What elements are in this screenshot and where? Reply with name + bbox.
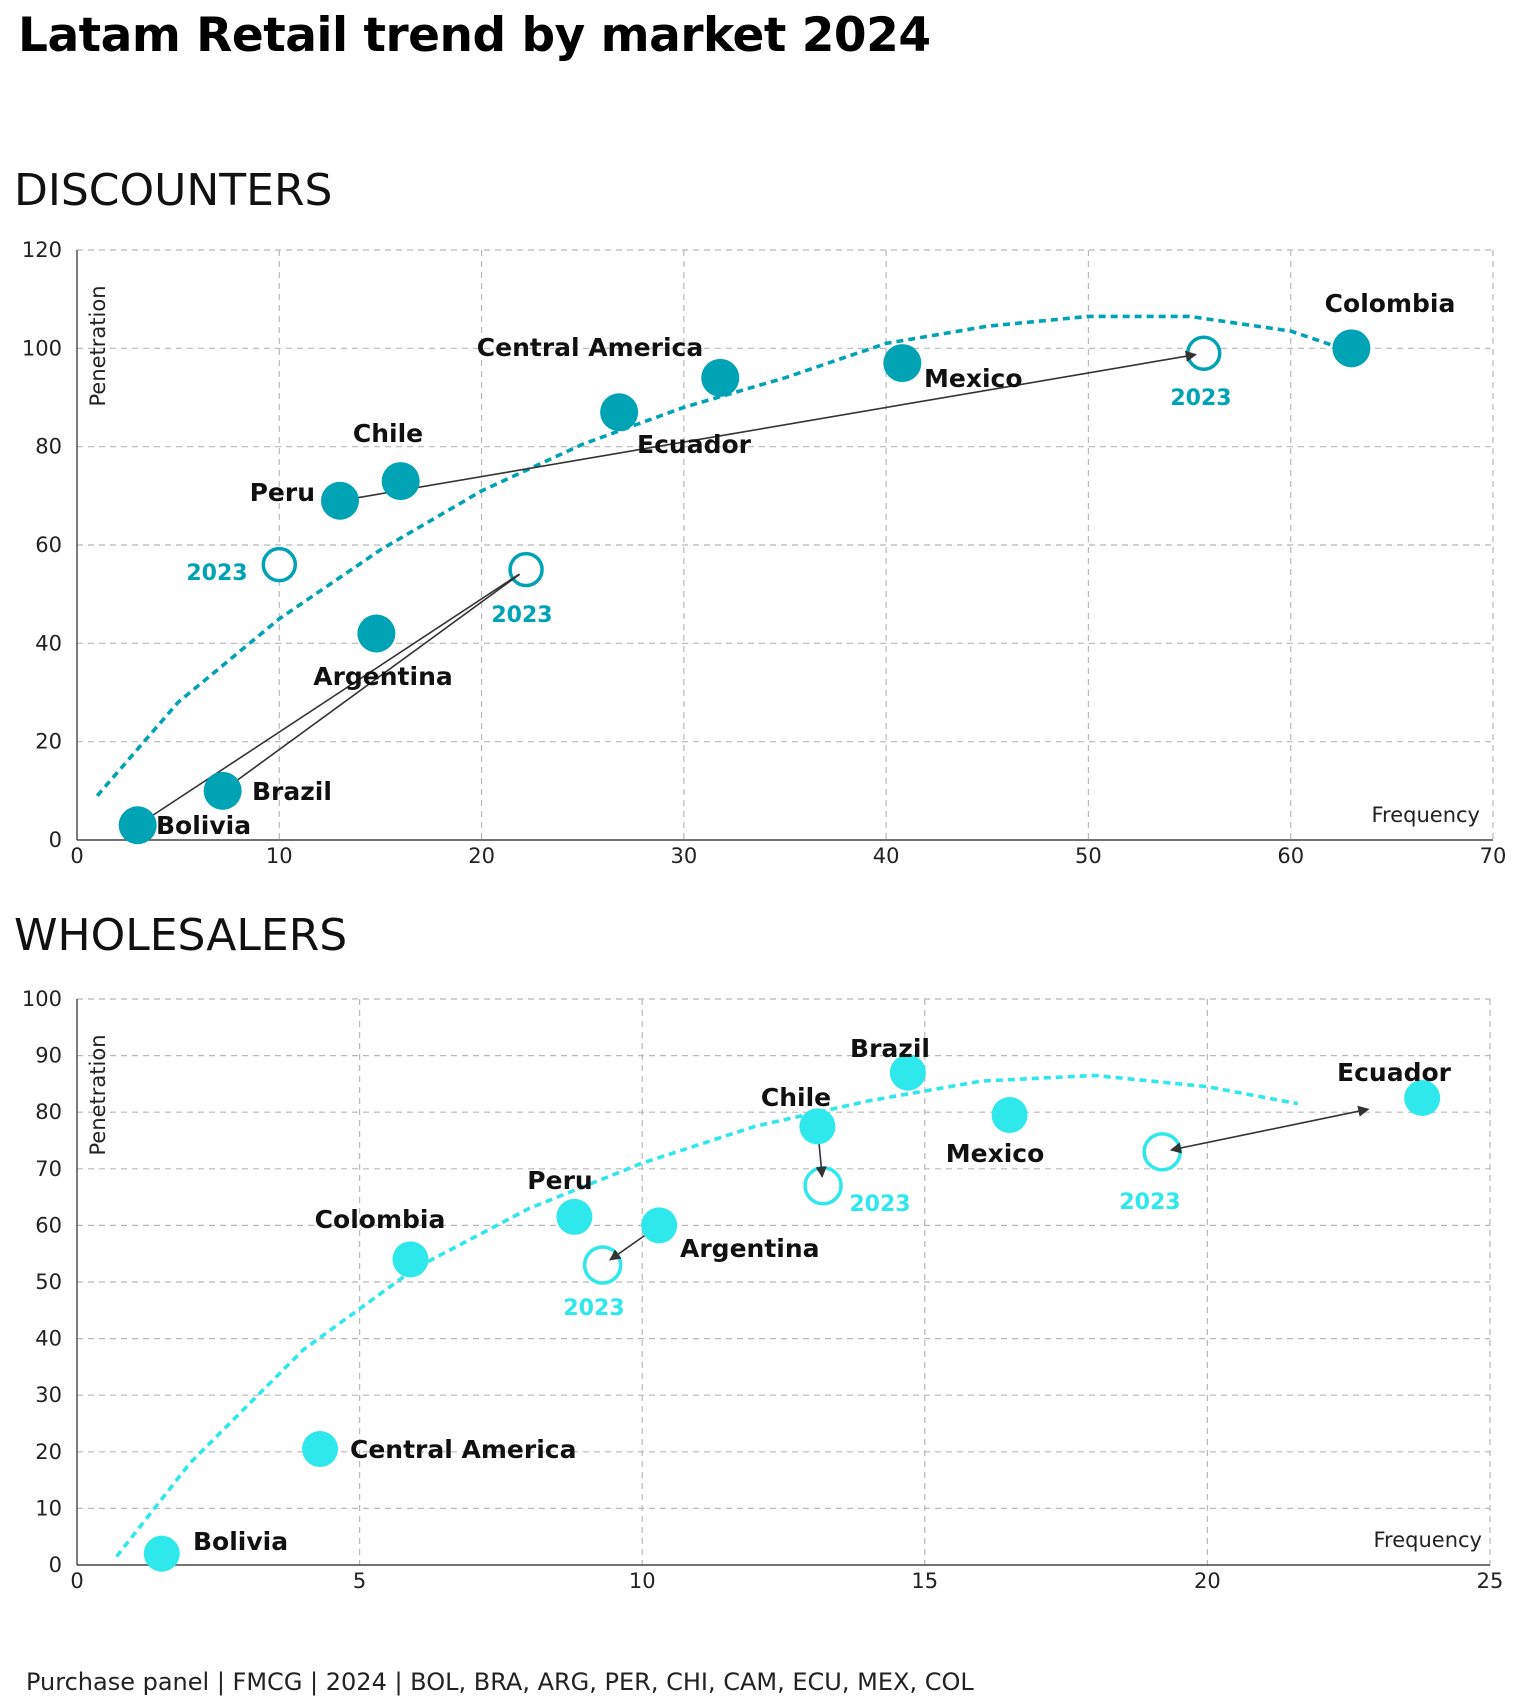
- wholesalers-2023-marker-chile: [803, 1166, 843, 1206]
- wholesalers-x-tick-label: 15: [911, 1569, 938, 1593]
- wholesalers-change-arrow-ecuador: [1169, 1105, 1370, 1154]
- discounters-year-label-peru: 2023: [186, 561, 247, 586]
- discounters-year-label-colombia: 2023: [1170, 386, 1231, 411]
- wholesalers-label-peru: Peru: [527, 1166, 592, 1195]
- discounters-y-axis-title: Penetration: [86, 285, 110, 406]
- wholesalers-y-tick-label: 20: [35, 1440, 62, 1464]
- wholesalers-y-tick-label: 50: [35, 1270, 62, 1294]
- discounters-x-tick-label: 70: [1480, 844, 1507, 868]
- discounters-label-ecuador: Ecuador: [637, 430, 752, 459]
- discounters-x-tick-label: 30: [670, 844, 697, 868]
- discounters-point-mexico: [883, 344, 922, 383]
- discounters-2023-marker-peru: [261, 546, 298, 583]
- discounters-label-colombia: Colombia: [1325, 289, 1456, 318]
- discounters-x-tick-label: 10: [266, 844, 293, 868]
- wholesalers-2023-marker-argentina: [582, 1245, 623, 1285]
- discounters-2023-marker-ecuador: [508, 551, 544, 588]
- wholesalers-y-tick-label: 40: [35, 1327, 62, 1351]
- wholesalers-x-tick-label: 10: [629, 1569, 656, 1593]
- wholesalers-point-central-america: [302, 1430, 339, 1467]
- wholesalers-point-bolivia: [143, 1535, 180, 1572]
- discounters-change-arrow-peru: [343, 350, 1197, 504]
- discounters-y-tick-label: 40: [35, 631, 62, 655]
- discounters-point-chile: [381, 462, 420, 501]
- discounters-x-tick-label: 0: [70, 844, 83, 868]
- discounters-point-peru: [320, 481, 359, 520]
- wholesalers-trend-line: [115, 1073, 1299, 1558]
- wholesalers-point-argentina: [641, 1207, 678, 1244]
- wholesalers-y-tick-label: 90: [35, 1044, 62, 1068]
- discounters-x-tick-label: 60: [1277, 844, 1304, 868]
- discounters-point-argentina: [357, 614, 396, 653]
- discounters-y-tick-label: 100: [22, 336, 62, 360]
- wholesalers-scatter-chart: 0 5 10 15 20 25 0 10 20 30 40 50 60 70 80 90 100 Penetrat…: [22, 987, 1504, 1593]
- discounters-point-colombia: [1332, 329, 1371, 368]
- wholesalers-point-chile: [799, 1108, 836, 1145]
- wholesalers-year-label-argentina: 2023: [563, 1296, 624, 1321]
- wholesalers-y-tick-label: 30: [35, 1383, 62, 1407]
- discounters-point-brazil: [203, 771, 242, 810]
- wholesalers-year-label-chile: 2023: [849, 1192, 910, 1217]
- wholesalers-x-tick-label: 20: [1194, 1569, 1221, 1593]
- wholesalers-x-tick-label: 5: [353, 1569, 366, 1593]
- wholesalers-point-mexico: [991, 1097, 1028, 1134]
- wholesalers-point-peru: [556, 1198, 593, 1235]
- discounters-change-arrow-brazil: [225, 573, 521, 789]
- discounters-y-tick-label: 120: [22, 238, 62, 262]
- wholesalers-label-ecuador: Ecuador: [1337, 1058, 1452, 1087]
- discounters-trend-line: [95, 314, 1342, 797]
- wholesalers-y-tick-label: 0: [49, 1553, 62, 1577]
- wholesalers-label-bolivia: Bolivia: [193, 1527, 288, 1556]
- discounters-label-brazil: Brazil: [252, 777, 332, 806]
- discounters-point-bolivia: [118, 806, 157, 845]
- discounters-label-peru: Peru: [250, 478, 315, 507]
- discounters-2023-marker-colombia: [1185, 335, 1222, 371]
- wholesalers-label-mexico: Mexico: [946, 1139, 1045, 1168]
- wholesalers-y-tick-label: 60: [35, 1213, 62, 1237]
- wholesalers-point-colombia: [392, 1241, 429, 1278]
- discounters-label-bolivia: Bolivia: [156, 811, 251, 840]
- discounters-label-central-america: Central America: [477, 333, 703, 362]
- discounters-x-tick-label: 20: [468, 844, 495, 868]
- wholesalers-x-tick-label: 25: [1477, 1569, 1504, 1593]
- wholesalers-y-tick-label: 80: [35, 1100, 62, 1124]
- discounters-label-chile: Chile: [353, 419, 423, 448]
- discounters-x-tick-label: 40: [873, 844, 900, 868]
- wholesalers-y-tick-label: 70: [35, 1157, 62, 1181]
- wholesalers-y-tick-label: 100: [22, 987, 62, 1011]
- discounters-y-tick-label: 80: [35, 435, 62, 459]
- wholesalers-y-tick-label: 10: [35, 1496, 62, 1520]
- wholesalers-2023-marker-ecuador: [1142, 1132, 1182, 1172]
- discounters-x-tick-label: 50: [1075, 844, 1102, 868]
- wholesalers-y-axis-title: Penetration: [86, 1034, 110, 1155]
- wholesalers-x-axis-title: Frequency: [1374, 1528, 1483, 1552]
- discounters-y-tick-label: 20: [35, 730, 62, 754]
- discounters-point-ecuador: [600, 393, 639, 432]
- wholesalers-label-chile: Chile: [761, 1083, 831, 1112]
- wholesalers-label-colombia: Colombia: [315, 1205, 446, 1234]
- wholesalers-point-brazil: [889, 1054, 926, 1091]
- discounters-y-tick-label: 60: [35, 533, 62, 557]
- discounters-scatter-chart: 0 10 20 30 40 50 60 70 0 20 40 60 80 100 120 Penetratio…: [22, 238, 1507, 868]
- wholesalers-year-label-ecuador: 2023: [1119, 1190, 1180, 1215]
- wholesalers-label-central-america: Central America: [350, 1435, 576, 1464]
- wholesalers-point-ecuador: [1404, 1080, 1441, 1117]
- wholesalers-label-argentina: Argentina: [680, 1234, 820, 1263]
- wholesalers-chart-title: WHOLESALERS: [14, 910, 348, 961]
- discounters-chart-title: DISCOUNTERS: [14, 165, 333, 216]
- discounters-y-tick-label: 0: [49, 828, 62, 852]
- wholesalers-x-tick-label: 0: [70, 1569, 83, 1593]
- wholesalers-label-brazil: Brazil: [850, 1034, 930, 1063]
- discounters-label-argentina: Argentina: [313, 662, 453, 691]
- discounters-point-central-america: [701, 358, 740, 397]
- discounters-x-axis-title: Frequency: [1372, 803, 1481, 827]
- discounters-label-mexico: Mexico: [924, 364, 1023, 393]
- discounters-change-arrow-bolivia: [140, 573, 520, 824]
- page-title: Latam Retail trend by market 2024: [18, 8, 931, 63]
- source-footnote: Purchase panel | FMCG | 2024 | BOL, BRA,…: [26, 1668, 974, 1696]
- discounters-year-label-ecuador: 2023: [491, 603, 552, 628]
